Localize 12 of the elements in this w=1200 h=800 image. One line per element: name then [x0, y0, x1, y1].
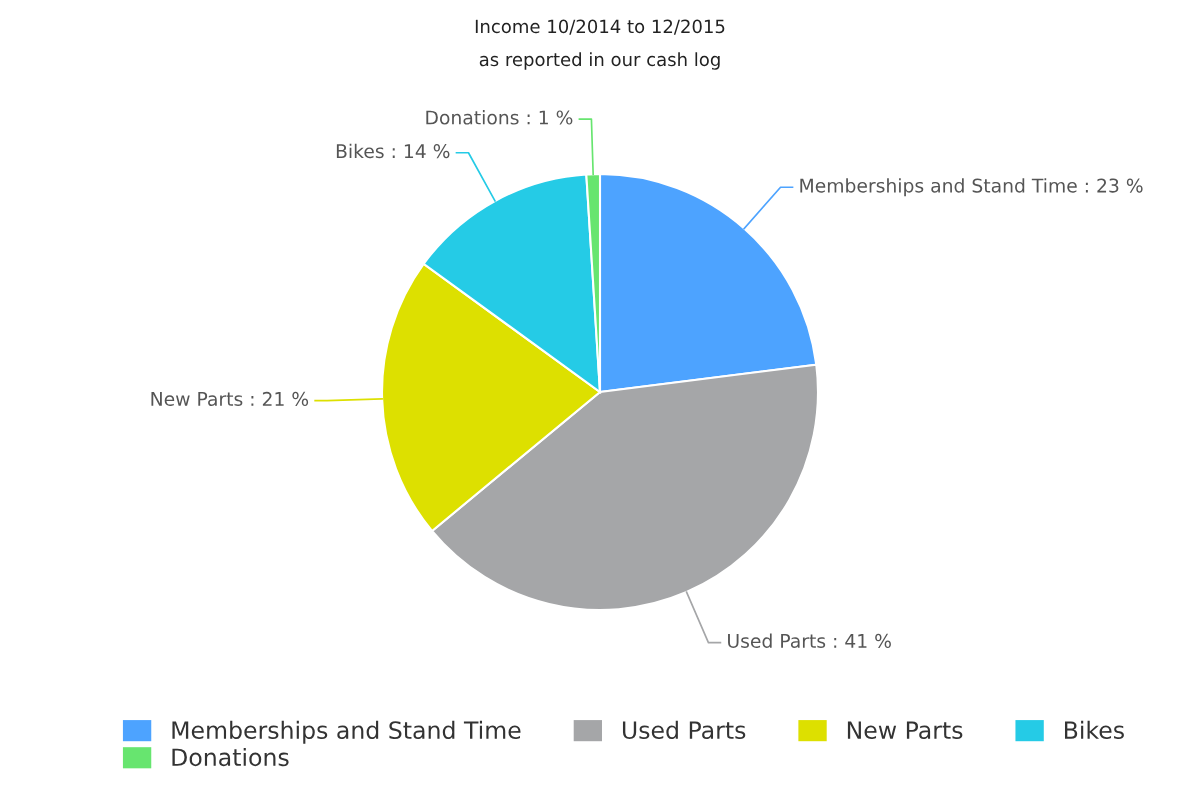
legend-label: New Parts: [847, 721, 963, 740]
legend-label: Used Parts: [622, 720, 746, 740]
legend-label: Donations: [172, 747, 289, 767]
category-label: Bikes : 14 %: [336, 143, 450, 159]
category-label: Donations : 1 %: [426, 110, 573, 125]
chart-title: Income 10/2014 to 12/2015: [475, 19, 725, 35]
chart-subtitle: as reported in our cash log: [479, 52, 720, 70]
category-label: Memberships and Stand Time : 23 %: [800, 178, 1143, 197]
category-label: New Parts : 21 %: [151, 391, 309, 407]
legend-label: Bikes: [1064, 720, 1124, 740]
category-label: Used Parts : 41 %: [728, 633, 891, 648]
legend-label: Memberships and Stand Time: [172, 720, 521, 744]
